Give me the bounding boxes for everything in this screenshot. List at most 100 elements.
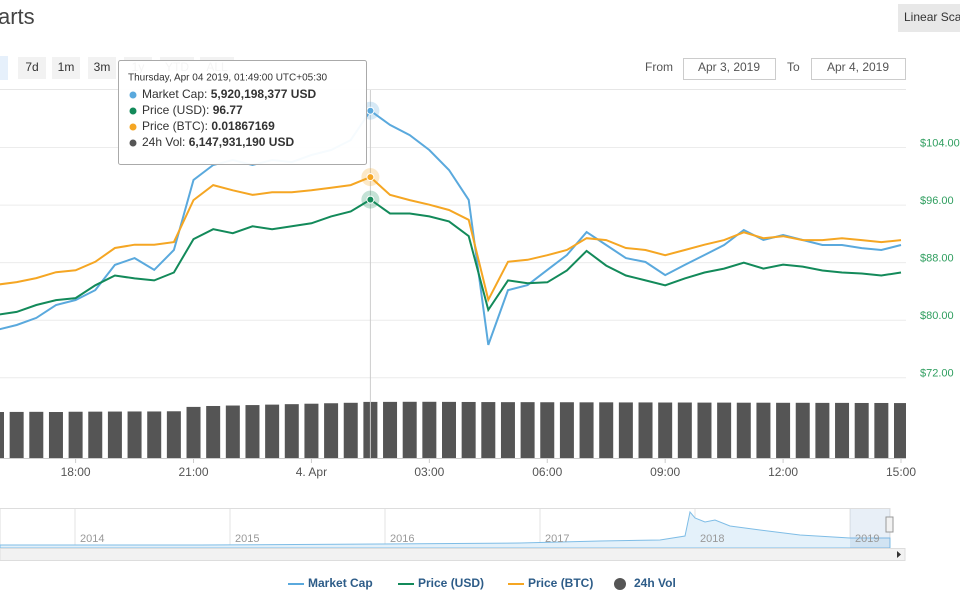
legend-label: 24h Vol xyxy=(634,576,676,590)
volume-bar xyxy=(835,402,850,458)
navigator-selection[interactable] xyxy=(850,509,890,548)
volume-bar xyxy=(815,402,830,458)
y-tick-label: $88.00 xyxy=(920,253,954,265)
volume-bar xyxy=(48,412,63,458)
tooltip-row: Market Cap: 5,920,198,377 USD xyxy=(142,87,316,101)
legend-item[interactable]: 24h Vol xyxy=(614,576,676,590)
navigator-year: 2016 xyxy=(390,533,414,545)
range-button-label: 1m xyxy=(58,60,75,74)
tooltip-row: Price (BTC): 0.01867169 xyxy=(142,119,275,133)
tooltip-row-label: Market Cap: xyxy=(142,87,207,101)
x-tick-label: 18:00 xyxy=(61,465,91,479)
volume-bar xyxy=(9,411,24,458)
volume-bar xyxy=(265,404,280,458)
scrollbar[interactable] xyxy=(0,548,906,561)
volume-bar xyxy=(854,402,869,458)
range-button[interactable]: 3m xyxy=(88,57,116,79)
volume-bar xyxy=(304,403,319,458)
volume-bar xyxy=(500,402,515,458)
volume-bar xyxy=(520,402,535,458)
from-label: From xyxy=(645,60,673,74)
y-tick-label: $104.00 xyxy=(920,137,960,149)
range-button[interactable]: 1m xyxy=(52,57,80,79)
volume-bar xyxy=(461,401,476,458)
page-title: arts xyxy=(0,4,35,29)
tooltip-dot xyxy=(129,107,137,115)
volume-bar xyxy=(225,405,240,458)
legend-item[interactable]: Price (USD) xyxy=(398,576,484,590)
volume-bar xyxy=(422,401,437,458)
from-input[interactable] xyxy=(683,58,776,80)
legend-item[interactable]: Market Cap xyxy=(288,576,373,590)
volume-bar xyxy=(343,402,358,458)
volume-bar xyxy=(0,412,4,458)
range-button-label: 3m xyxy=(94,60,111,74)
volume-bar xyxy=(68,411,83,458)
tooltip-row-value: 5,920,198,377 USD xyxy=(211,87,317,101)
volume-bar xyxy=(442,401,456,458)
x-tick-label: 12:00 xyxy=(768,465,798,479)
range-button-active[interactable] xyxy=(0,56,8,80)
x-tick-label: 09:00 xyxy=(650,465,680,479)
tooltip-row-label: Price (BTC): xyxy=(142,119,208,133)
hover-point xyxy=(366,106,375,115)
x-tick-label: 4. Apr xyxy=(296,465,327,479)
tooltip-dot xyxy=(129,139,137,147)
volume-bar xyxy=(677,402,692,458)
volume-bar xyxy=(245,405,260,458)
scrollbar-arrow[interactable] xyxy=(897,551,901,558)
legend-label: Market Cap xyxy=(308,576,373,590)
volume-bar xyxy=(206,405,221,458)
navigator-year: 2018 xyxy=(700,533,724,545)
scale-button[interactable]: Linear Sca xyxy=(898,4,960,32)
from-value: Apr 3, 2019 xyxy=(698,60,760,74)
navigator-year: 2014 xyxy=(80,533,104,545)
volume-bar xyxy=(559,402,574,458)
y-tick-label: $80.00 xyxy=(920,310,954,322)
volume-bar xyxy=(88,411,103,458)
legend-swatch xyxy=(614,578,626,590)
volume-bar xyxy=(618,402,633,458)
volume-bar xyxy=(402,401,417,458)
x-tick-label: 06:00 xyxy=(532,465,562,479)
legend-label: Price (USD) xyxy=(418,576,484,590)
to-value: Apr 4, 2019 xyxy=(827,60,889,74)
tooltip-row-value: 6,147,931,190 USD xyxy=(189,135,295,149)
volume-bar xyxy=(697,402,712,458)
volume-bar xyxy=(186,406,201,458)
volume-bar xyxy=(579,402,594,458)
volume-bar xyxy=(324,403,339,458)
y-tick-label: $96.00 xyxy=(920,195,954,207)
volume-bar xyxy=(481,402,496,458)
x-tick-label: 03:00 xyxy=(414,465,444,479)
volume-bar xyxy=(658,402,673,458)
hover-point xyxy=(366,173,375,182)
volume-bar xyxy=(638,402,653,458)
volume-bar xyxy=(107,411,122,458)
to-input[interactable] xyxy=(811,58,906,80)
legend-item[interactable]: Price (BTC) xyxy=(508,576,593,590)
tooltip-box xyxy=(118,60,367,165)
volume-bar xyxy=(166,411,181,458)
tooltip-dot xyxy=(129,123,137,131)
range-button-bg xyxy=(52,57,80,79)
navigator-handle[interactable] xyxy=(885,516,894,533)
volume-bar xyxy=(874,402,889,458)
range-button-bg xyxy=(88,57,116,79)
range-button-bg xyxy=(18,57,46,79)
volume-bar xyxy=(736,402,751,458)
range-button[interactable]: 7d xyxy=(18,57,46,79)
volume-bar xyxy=(147,411,162,458)
plot-area xyxy=(0,109,906,458)
hover-point xyxy=(366,195,375,204)
y-tick-label: $72.00 xyxy=(920,368,954,380)
tooltip-row-value: 96.77 xyxy=(213,103,243,117)
tooltip-row: Price (USD): 96.77 xyxy=(142,103,243,117)
series-line xyxy=(0,198,902,316)
tooltip-row-label: Price (USD): xyxy=(142,103,209,117)
volume-bar xyxy=(776,402,791,458)
volume-bar xyxy=(29,411,44,458)
tooltip-row-value: 0.01867169 xyxy=(211,119,275,133)
scale-button-label: Linear Sca xyxy=(904,10,960,24)
